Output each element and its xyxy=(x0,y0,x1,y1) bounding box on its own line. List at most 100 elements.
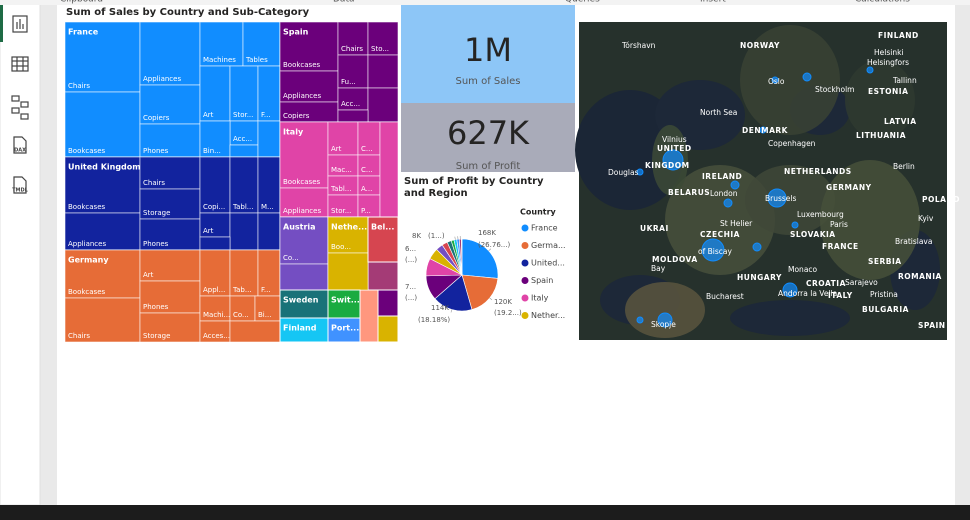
legend-entry[interactable]: United... xyxy=(531,259,565,268)
treemap-tile xyxy=(367,21,399,56)
card xyxy=(401,5,575,103)
map-place-label: Monaco xyxy=(788,265,818,274)
report-view-icon[interactable] xyxy=(12,15,28,33)
treemap-tile xyxy=(139,21,201,86)
treemap-tile xyxy=(327,252,369,291)
map-place-label: Helsinki xyxy=(874,48,904,57)
treemap-tile-label: Acc... xyxy=(233,135,252,143)
model-view-icon[interactable] xyxy=(11,95,29,120)
treemap-tile-label: Appliances xyxy=(283,92,321,100)
map-bubble xyxy=(767,188,787,208)
pie-title: Sum of Profit by Country and Region xyxy=(404,176,544,199)
map-place-label: Brussels xyxy=(765,194,796,203)
treemap-group xyxy=(327,317,361,343)
legend-marker xyxy=(521,294,529,302)
sidebar-icons xyxy=(11,15,29,194)
treemap-tile-label: A... xyxy=(361,185,372,193)
table-view-icon[interactable] xyxy=(11,56,29,72)
card xyxy=(401,103,575,172)
treemap-tile-label: Bookcases xyxy=(68,203,106,211)
treemap-group-label: Italy xyxy=(283,128,304,137)
treemap-tile xyxy=(64,156,141,214)
legend-entry[interactable]: France xyxy=(531,224,558,233)
treemap-tile xyxy=(379,121,399,218)
map-place-label: Kyiv xyxy=(918,214,934,223)
treemap-tile xyxy=(257,212,281,251)
legend-marker xyxy=(521,242,529,249)
treemap-group-label: Swit... xyxy=(331,296,360,305)
treemap-tile-label: Phones xyxy=(143,147,169,155)
map-land xyxy=(820,160,920,280)
pie-leader-line xyxy=(450,309,453,313)
treemap-tile-label: Appliances xyxy=(143,75,181,83)
pie-percent-label: (19.2...) xyxy=(494,309,522,317)
map-place-label: Berlin xyxy=(893,162,915,171)
treemap-tile-label: Phones xyxy=(143,303,169,311)
treemap-tile-label: Art xyxy=(203,227,214,235)
pie-slice xyxy=(434,274,473,312)
treemap-tile-label: Appliances xyxy=(283,207,321,215)
treemap-tile-label: M... xyxy=(261,203,274,211)
map-bubble xyxy=(701,238,725,262)
sidebar-label: TMDL xyxy=(12,188,29,194)
treemap-tile xyxy=(139,156,201,190)
legend-entry[interactable]: Germa... xyxy=(531,241,566,250)
treemap-tile-label: Chairs xyxy=(68,82,90,90)
pie-leader-line xyxy=(488,248,492,252)
treemap-tile xyxy=(64,249,141,299)
map-place-label: ESTONIA xyxy=(868,87,908,96)
map-place-label: SPAIN xyxy=(918,321,946,330)
pie-value-label: 6... xyxy=(405,245,416,253)
treemap-group-label: Bel... xyxy=(371,223,394,232)
treemap-tile-label: Tabl... xyxy=(232,203,253,211)
tmdl-view-icon[interactable] xyxy=(13,176,27,194)
card-value: 1M xyxy=(464,31,512,69)
ribbon-group-label: Insert xyxy=(700,0,726,5)
map-place-label: Douglas xyxy=(608,168,639,177)
map-bubble xyxy=(657,312,673,328)
treemap-tile-label: Copiers xyxy=(143,114,170,122)
legend-marker xyxy=(521,259,529,267)
map-place-label: Skopje xyxy=(651,320,676,329)
treemap-tile-label: Co... xyxy=(283,254,299,262)
map-place-label: FINLAND xyxy=(878,31,919,40)
legend-entry[interactable]: Nether... xyxy=(531,311,565,320)
treemap-tile-label: Phones xyxy=(143,240,169,248)
treemap-tile xyxy=(139,312,201,343)
treemap-group-label: Austria xyxy=(283,223,316,232)
legend-marker xyxy=(521,312,529,319)
map-bubble xyxy=(866,66,874,74)
treemap-tile xyxy=(327,216,369,254)
treemap-tile-label: F... xyxy=(261,286,271,294)
map-bubble xyxy=(802,72,812,82)
treemap-tile-label: Storage xyxy=(143,332,170,340)
treemap-tile xyxy=(229,144,259,158)
treemap-tile xyxy=(64,21,141,93)
treemap-tile xyxy=(139,249,201,282)
treemap-tile-label: Co... xyxy=(233,311,249,319)
treemap-tile xyxy=(199,236,231,251)
treemap-tile-label: Chairs xyxy=(341,45,363,53)
treemap-tile-label: Bookcases xyxy=(68,288,106,296)
card-label: Sum of Sales xyxy=(455,76,520,87)
treemap-tile xyxy=(199,65,231,122)
treemap-tile xyxy=(64,297,141,343)
treemap-tile xyxy=(327,121,359,156)
map-bubble xyxy=(752,242,762,252)
map-bubble xyxy=(662,149,684,171)
treemap-tile-label: Appliances xyxy=(68,240,106,248)
map-place-label: Pristina xyxy=(870,290,898,299)
map-place-label: SERBIA xyxy=(868,257,902,266)
map-place-label: ITALY xyxy=(828,291,853,300)
treemap-tile xyxy=(229,65,259,122)
treemap-tile xyxy=(199,21,244,67)
map-place-label: NETHERLANDS xyxy=(784,167,852,176)
dax-view-icon[interactable] xyxy=(13,136,27,154)
legend-entry[interactable]: Spain xyxy=(531,276,553,285)
map-place-label: Tallinn xyxy=(892,76,917,85)
treemap-tile xyxy=(139,84,201,125)
pie-value-label: 114K xyxy=(431,304,449,312)
legend-entry[interactable]: Italy xyxy=(531,294,549,303)
treemap-tile xyxy=(199,295,231,322)
